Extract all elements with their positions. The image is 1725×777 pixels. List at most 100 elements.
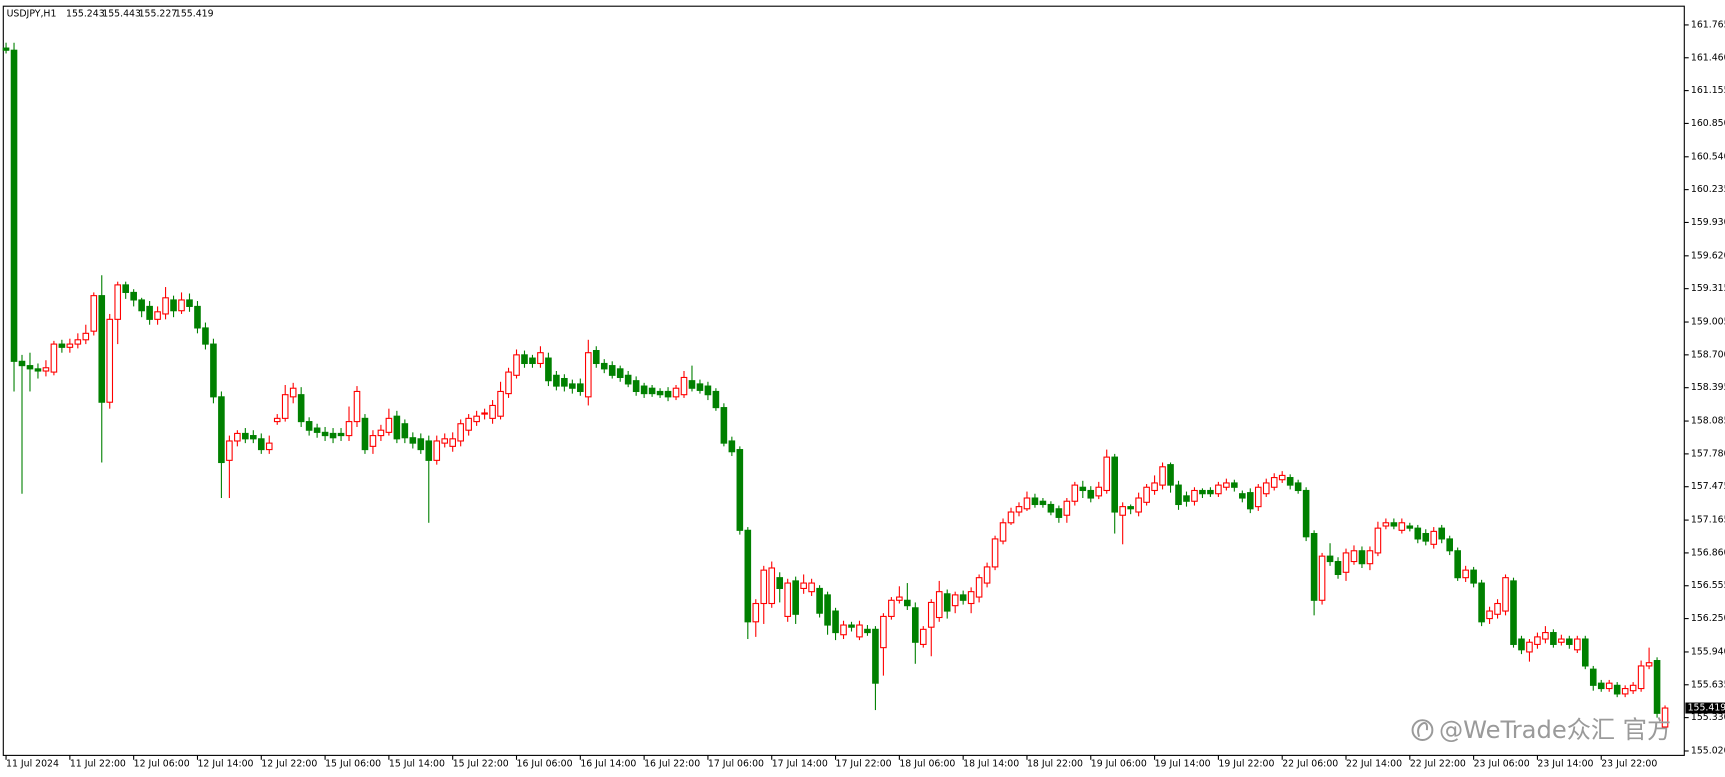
candle-body bbox=[1071, 484, 1079, 502]
y-tick-label: 157.165 bbox=[1691, 515, 1725, 526]
candle-body bbox=[1063, 500, 1071, 516]
candle-body bbox=[1175, 484, 1182, 506]
x-tick-label: 17 Jul 06:00 bbox=[708, 759, 764, 770]
candle-body bbox=[927, 601, 935, 628]
candle-body bbox=[1526, 641, 1533, 653]
candle-body bbox=[369, 435, 377, 447]
candle-body bbox=[1494, 602, 1501, 615]
candle-body bbox=[1366, 550, 1374, 565]
candle-body bbox=[1215, 484, 1222, 495]
candle-body bbox=[919, 628, 927, 645]
candle-body bbox=[90, 295, 98, 332]
y-tick-label: 155.635 bbox=[1691, 679, 1725, 690]
y-tick-label: 161.765 bbox=[1691, 19, 1725, 30]
candle-body bbox=[991, 538, 999, 568]
candle-body bbox=[1589, 668, 1597, 686]
candle-body bbox=[1637, 665, 1645, 690]
x-tick-label: 23 Jul 14:00 bbox=[1537, 759, 1593, 770]
candle-body bbox=[1119, 506, 1126, 516]
candle-body bbox=[489, 404, 496, 419]
candle-body bbox=[672, 387, 680, 398]
x-tick-label: 19 Jul 14:00 bbox=[1155, 759, 1211, 770]
candle-body bbox=[592, 350, 600, 365]
y-tick-label: 155.940 bbox=[1691, 646, 1725, 657]
candle-body bbox=[1446, 538, 1453, 552]
candle-body bbox=[1087, 489, 1095, 499]
candle-body bbox=[1294, 482, 1302, 492]
candle-body bbox=[154, 311, 161, 320]
candle-body bbox=[840, 624, 847, 636]
candle-body bbox=[1254, 486, 1262, 508]
candle-body bbox=[1334, 560, 1342, 575]
candle-body bbox=[385, 417, 393, 433]
candle-body bbox=[313, 427, 321, 433]
candle-body bbox=[792, 580, 799, 615]
candle-body bbox=[130, 291, 137, 301]
candle-body bbox=[1127, 506, 1134, 510]
candle-body bbox=[1191, 489, 1198, 502]
candle-body bbox=[162, 297, 169, 315]
candle-body bbox=[1270, 477, 1278, 488]
candle-body bbox=[122, 284, 129, 293]
candle-body bbox=[1183, 495, 1190, 502]
candle-body bbox=[1135, 497, 1142, 513]
candle-body bbox=[1231, 482, 1238, 488]
candle-body bbox=[975, 577, 983, 598]
candle-body bbox=[465, 417, 472, 431]
x-tick-label: 15 Jul 06:00 bbox=[325, 759, 381, 770]
candle-body bbox=[361, 417, 369, 451]
candle-body bbox=[273, 417, 281, 423]
candle-body bbox=[800, 582, 807, 589]
x-tick-label: 15 Jul 22:00 bbox=[453, 759, 509, 770]
candle-body bbox=[912, 607, 919, 643]
candle-body bbox=[393, 415, 401, 440]
candle-body bbox=[1422, 532, 1430, 542]
y-tick-label: 160.540 bbox=[1691, 151, 1725, 162]
x-tick-label: 12 Jul 22:00 bbox=[261, 759, 317, 770]
candle-body bbox=[18, 360, 26, 367]
candle-body bbox=[1605, 682, 1613, 690]
candle-body bbox=[896, 596, 903, 601]
candle-body bbox=[1645, 662, 1653, 667]
candle-body bbox=[824, 594, 831, 626]
candle-body bbox=[1103, 456, 1111, 492]
candle-body bbox=[329, 432, 337, 439]
y-tick-label: 159.620 bbox=[1691, 250, 1725, 261]
x-tick-label: 18 Jul 06:00 bbox=[899, 759, 955, 770]
candle-body bbox=[513, 354, 520, 376]
candle-body bbox=[257, 438, 265, 451]
candle-body bbox=[138, 299, 145, 312]
candle-body bbox=[1031, 497, 1039, 506]
x-tick-label: 12 Jul 06:00 bbox=[134, 759, 190, 770]
candle-body bbox=[904, 599, 911, 607]
candle-body bbox=[98, 295, 106, 403]
candle-body bbox=[608, 365, 616, 376]
candle-body bbox=[441, 438, 449, 444]
candle-body bbox=[242, 432, 249, 440]
candle-body bbox=[82, 332, 90, 341]
candle-body bbox=[616, 368, 624, 379]
candle-body bbox=[1542, 632, 1549, 640]
candle-body bbox=[250, 435, 257, 440]
candle-body bbox=[146, 305, 153, 320]
candle-body bbox=[337, 432, 345, 437]
candle-body bbox=[194, 305, 201, 329]
candle-body bbox=[959, 594, 967, 601]
candle-body bbox=[1047, 503, 1055, 513]
candle-body bbox=[281, 394, 289, 419]
chart-title: USDJPY,H1 bbox=[7, 8, 57, 19]
candle-body bbox=[1454, 550, 1461, 579]
candle-body bbox=[1374, 527, 1382, 554]
candle-body bbox=[1318, 555, 1326, 601]
candle-body bbox=[935, 591, 943, 619]
candle-body bbox=[409, 437, 417, 444]
x-tick-label: 16 Jul 06:00 bbox=[517, 759, 573, 770]
candle-body bbox=[864, 628, 871, 634]
candle-body bbox=[1167, 464, 1174, 486]
candle-body bbox=[768, 567, 776, 605]
candle-body bbox=[664, 390, 672, 398]
y-tick-label: 155.020 bbox=[1691, 745, 1725, 756]
candle-body bbox=[1462, 569, 1469, 579]
candle-body bbox=[114, 284, 122, 320]
candle-body bbox=[848, 624, 855, 628]
